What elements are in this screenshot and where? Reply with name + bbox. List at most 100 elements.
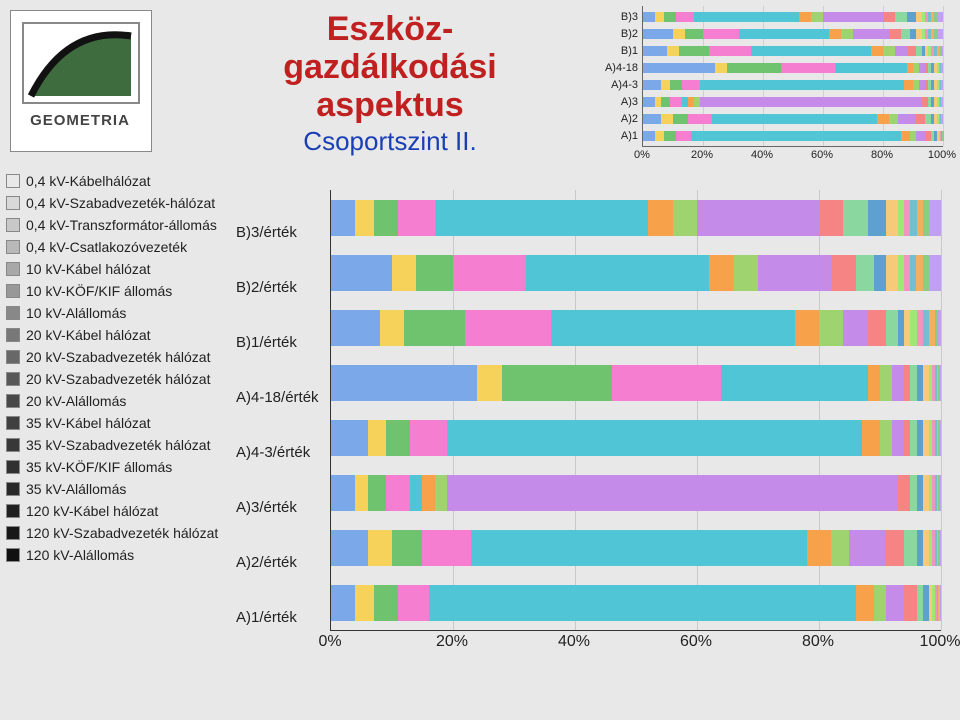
bar-segment [682,80,700,90]
bar-segment [643,29,673,39]
bar-segment [526,255,709,291]
gridline [943,6,944,146]
bar-segment [694,12,799,22]
bar-segment [901,131,910,141]
bar-segment [691,131,901,141]
bar-segment [886,310,898,346]
bar-segment [355,200,373,236]
legend-label: 0,4 kV-Csatlakozóvezeték [26,236,187,258]
bar-segment [643,131,655,141]
mini-x-label: 100% [928,149,956,161]
bar-row [643,63,943,73]
legend-item: 35 kV-Alállomás [6,478,218,500]
legend-label: 120 kV-Alállomás [26,544,134,566]
y-category-label: B)1/érték [236,315,319,370]
bar-segment [940,365,941,401]
mini-y-label: A)4-18 [605,62,638,74]
bar-segment [502,365,612,401]
bar-segment [739,29,829,39]
x-axis-label: 40% [558,633,590,651]
bar-segment [612,365,722,401]
bar-segment [721,365,867,401]
bar-segment [368,530,392,566]
bar-segment [712,114,877,124]
legend-label: 35 kV-Szabadvezeték hálózat [26,434,210,456]
bar-segment [715,63,727,73]
legend-label: 120 kV-Szabadvezeték hálózat [26,522,218,544]
bar-segment [643,63,715,73]
bar-segment [892,365,904,401]
mini-y-label: B)3 [621,11,638,23]
bar-segment [661,114,673,124]
legend-label: 120 kV-Kábel hálózat [26,500,158,522]
legend-item: 0,4 kV-Transzformátor-állomás [6,214,218,236]
bar-row [331,475,941,511]
mini-y-label: A)1 [621,130,638,142]
legend-swatch [6,504,20,518]
bar-segment [843,310,867,346]
bar-segment [355,475,367,511]
legend-label: 0,4 kV-Transzformátor-állomás [26,214,217,236]
x-axis-label: 80% [802,633,834,651]
bar-segment [368,475,386,511]
x-axis-label: 100% [920,633,960,651]
bar-segment [655,131,664,141]
bar-segment [734,255,758,291]
bar-segment [829,29,841,39]
bar-row [643,97,943,107]
legend-swatch [6,416,20,430]
bar-row [643,80,943,90]
bar-segment [880,420,892,456]
bar-row [331,530,941,566]
bar-segment [435,200,649,236]
bar-segment [398,585,429,621]
y-category-label: A)2/érték [236,535,319,590]
title-sub: Csoportszint II. [230,126,550,157]
bar-segment [477,365,501,401]
stage: GEOMETRIA Eszköz- gazdálkodási aspektus … [0,0,960,720]
legend-swatch [6,306,20,320]
x-axis-label: 60% [680,633,712,651]
bar-segment [368,420,386,456]
legend-swatch [6,350,20,364]
legend-label: 10 kV-KÖF/KIF állomás [26,280,172,302]
gridline [823,6,824,146]
legend-label: 35 kV-Kábel hálózat [26,412,151,434]
bar-segment [676,12,694,22]
bar-segment [709,46,751,56]
bar-segment [942,63,943,73]
bar-segment [874,255,886,291]
bar-segment [807,530,831,566]
mini-x-label: 60% [811,149,833,161]
bar-segment [940,585,941,621]
bar-segment [386,420,410,456]
bar-row [331,255,941,291]
bar-segment [929,200,941,236]
bar-segment [331,585,355,621]
legend-item: 10 kV-Alállomás [6,302,218,324]
bar-segment [904,80,913,90]
logo-box [10,10,152,152]
mini-x-label: 80% [871,149,893,161]
bar-segment [643,12,655,22]
bar-segment [904,585,916,621]
chart-title: Eszköz- gazdálkodási aspektus Csoportszi… [230,10,550,157]
bar-segment [380,310,404,346]
bar-row [643,114,943,124]
bar-segment [453,255,526,291]
x-axis-label: 20% [436,633,468,651]
bar-segment [856,585,874,621]
bar-segment [331,475,355,511]
legend-label: 10 kV-Alállomás [26,302,126,324]
legend-item: 35 kV-Szabadvezeték hálózat [6,434,218,456]
y-category-label: A)4-3/érték [236,425,319,480]
legend-item: 10 kV-Kábel hálózat [6,258,218,280]
bar-segment [940,420,941,456]
bar-segment [895,46,907,56]
bar-segment [916,114,925,124]
bar-segment [886,255,898,291]
y-category-label: A)3/érték [236,480,319,535]
gridline [763,6,764,146]
mini-y-label: A)3 [621,96,638,108]
bar-segment [422,530,471,566]
